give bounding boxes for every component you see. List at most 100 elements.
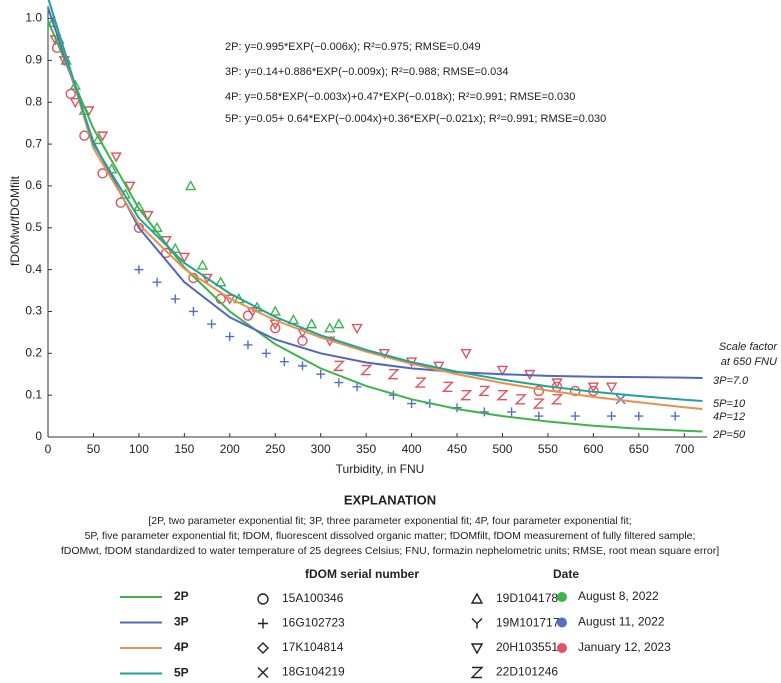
point <box>110 152 122 163</box>
fit-equation: 3P: y=0.14+0.886*EXP(−0.009x); R²=0.988;… <box>225 66 508 78</box>
legend-symbol <box>258 618 268 629</box>
point <box>185 179 197 191</box>
x-tick-label: 400 <box>402 442 422 456</box>
point <box>351 323 363 335</box>
fit-line <box>47 0 703 410</box>
point <box>305 318 318 329</box>
legend-label: 18G104219 <box>282 665 345 679</box>
legend-symbol <box>257 593 269 605</box>
point <box>152 277 162 287</box>
point <box>170 294 180 304</box>
fit-equation: 4P: y=0.58*EXP(−0.003x)+0.47*EXP(−0.018x… <box>225 91 575 103</box>
point <box>97 168 108 179</box>
scale-label: 4P=12 <box>713 411 745 423</box>
point <box>441 381 455 392</box>
point <box>79 130 90 141</box>
point <box>607 411 617 421</box>
x-axis-label: Turbidity, in FNU <box>336 462 425 476</box>
x-tick-label: 450 <box>447 442 467 456</box>
y-tick-label: 0.7 <box>25 136 42 150</box>
legend-label: January 12, 2023 <box>578 640 671 654</box>
y-tick-label: 0.4 <box>25 262 42 276</box>
legend-label: 2P <box>174 589 189 603</box>
point <box>496 365 509 376</box>
scale-title: at 650 FNU <box>721 356 777 368</box>
x-tick-label: 50 <box>87 442 101 456</box>
explanation-note: fDOMwt, fDOM standardized to water tempe… <box>61 545 719 557</box>
legend-dot <box>557 592 567 602</box>
point <box>414 377 427 388</box>
point <box>332 360 346 372</box>
point <box>261 348 271 358</box>
point <box>69 97 81 109</box>
x-tick-label: 300 <box>311 442 331 456</box>
point <box>225 332 235 342</box>
fit-line <box>47 7 703 379</box>
point <box>670 411 680 421</box>
x-tick-label: 100 <box>129 442 149 456</box>
fit-equation: 2P: y=0.995*EXP(−0.006x); R²=0.975; RMSE… <box>225 41 481 53</box>
point <box>407 399 417 409</box>
point <box>297 335 308 346</box>
y-tick-label: 1.0 <box>25 11 42 25</box>
point <box>207 319 217 329</box>
legend-label: 5P <box>174 666 189 680</box>
legend-dot <box>557 643 567 653</box>
point <box>188 306 198 316</box>
serial-legend-title: fDOM serial number <box>305 567 419 581</box>
point <box>514 394 527 405</box>
point <box>242 310 254 321</box>
point <box>359 364 373 376</box>
x-tick-label: 200 <box>220 442 240 456</box>
y-axis-label: fDOMwt/fDOMfilt <box>8 175 22 266</box>
y-tick-label: 0.3 <box>25 304 42 318</box>
point <box>605 382 618 393</box>
point <box>243 340 253 350</box>
legend-symbol <box>257 642 269 654</box>
legend-label: 19M101717 <box>496 616 560 630</box>
x-tick-label: 150 <box>174 442 194 456</box>
scale-title: Scale factor <box>719 341 778 353</box>
point <box>65 88 76 100</box>
x-tick-label: 700 <box>674 442 694 456</box>
point <box>507 407 517 417</box>
fit-line <box>47 20 703 433</box>
point <box>533 385 545 397</box>
x-tick-label: 550 <box>538 442 558 456</box>
point <box>478 385 491 397</box>
x-tick-label: 600 <box>583 442 603 456</box>
legend-dot <box>557 617 567 628</box>
point <box>333 318 345 329</box>
point <box>160 247 172 259</box>
y-tick-label: 0.6 <box>25 178 42 192</box>
point <box>269 305 281 316</box>
point <box>201 273 213 284</box>
legend-label: 22D101246 <box>496 665 558 679</box>
y-tick-label: 0.5 <box>25 220 42 234</box>
explanation-note: 5P, five parameter exponential fit; fDOM… <box>85 530 696 542</box>
point <box>134 265 144 275</box>
point <box>460 349 472 360</box>
explanation-note: [2P, two parameter exponential fit; 3P, … <box>148 515 631 527</box>
point <box>534 411 544 421</box>
date-legend-title: Date <box>553 567 579 581</box>
point <box>316 369 326 379</box>
legend-label: 20H103551 <box>496 640 558 654</box>
point <box>496 389 509 401</box>
point <box>298 361 308 371</box>
legend-label: 17K104814 <box>282 640 344 654</box>
point <box>334 378 344 388</box>
explanation-title: EXPLANATION <box>344 492 436 507</box>
y-tick-label: 0.2 <box>25 345 42 359</box>
legend-label: 16G102723 <box>282 616 345 630</box>
legend-label: 19D104178 <box>496 591 558 605</box>
point <box>142 210 154 222</box>
point <box>279 357 289 367</box>
point <box>387 369 400 380</box>
x-tick-label: 650 <box>629 442 649 456</box>
point <box>215 276 227 287</box>
legend-symbol <box>257 667 269 678</box>
point <box>270 323 281 334</box>
scale-label: 3P=7.0 <box>713 375 749 387</box>
y-tick-label: 0.8 <box>25 94 42 108</box>
